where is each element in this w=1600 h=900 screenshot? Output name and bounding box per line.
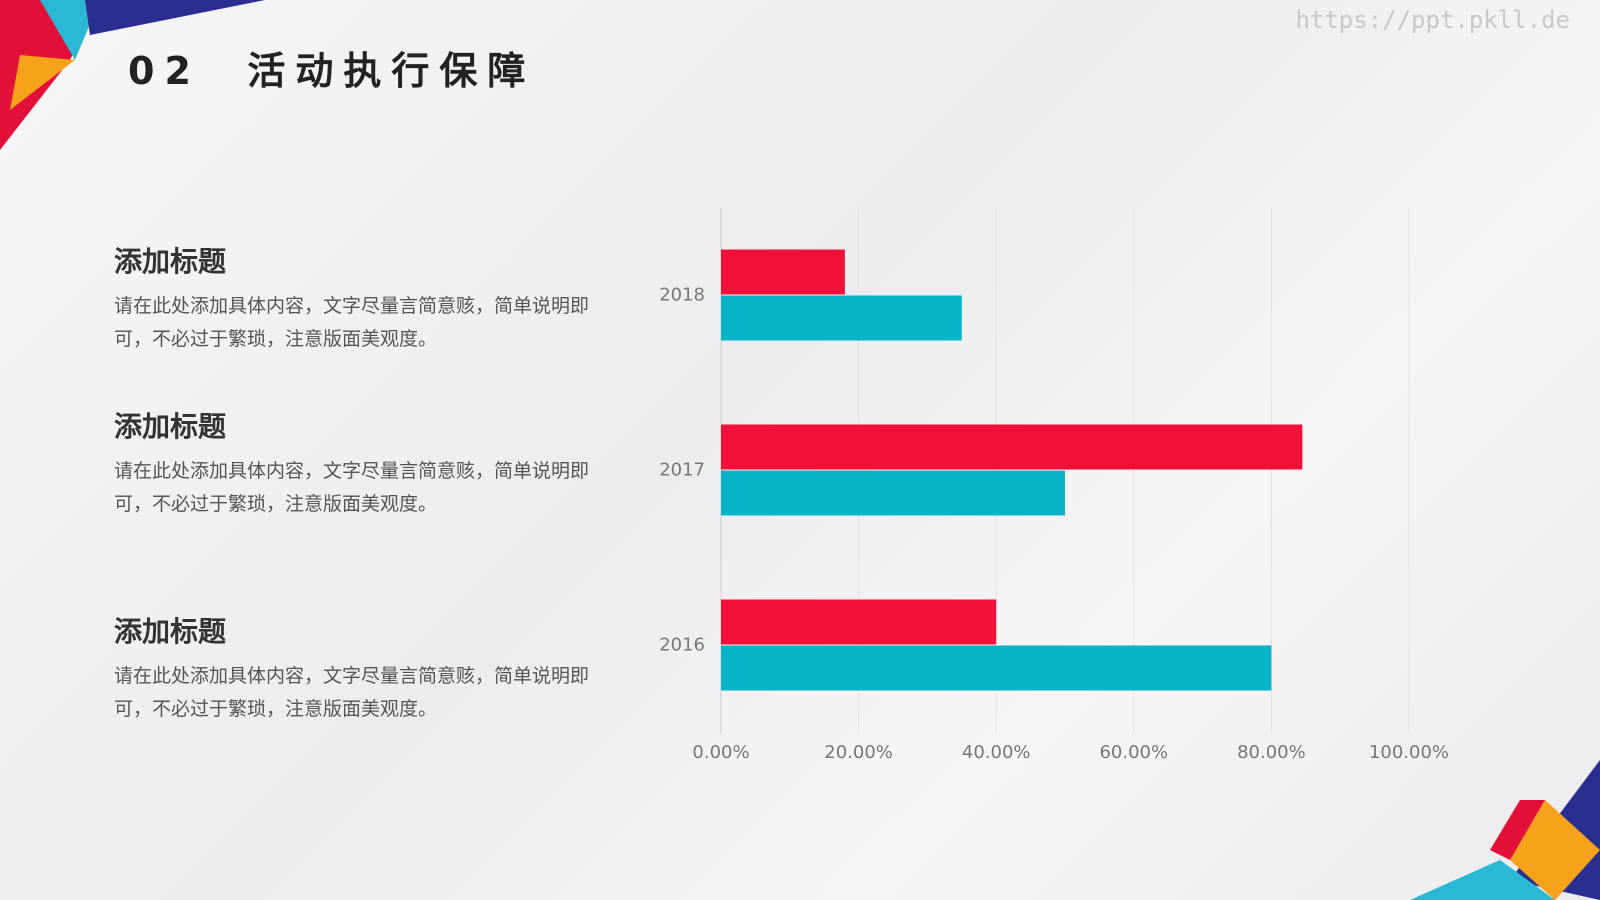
body: 请在此处添加具体内容，文字尽量言简意赅，简单说明即可，不必过于繁琐，注意版面美观…	[114, 460, 590, 515]
heading: 添加标题	[114, 245, 227, 278]
x-tick-label: 60.00%	[1099, 742, 1168, 763]
bar	[721, 424, 1303, 470]
bar	[721, 295, 962, 341]
x-tick-label: 80.00%	[1237, 742, 1306, 763]
x-tick-label: 0.00%	[692, 742, 749, 763]
title: 02 活动执行保障	[128, 49, 536, 93]
heading: 添加标题	[114, 615, 227, 648]
bar	[721, 645, 1272, 691]
bar	[721, 470, 1065, 516]
x-tick-label: 20.00%	[824, 742, 893, 763]
x-tick-label: 40.00%	[962, 742, 1031, 763]
y-tick-label: 2016	[659, 635, 705, 656]
bar	[721, 599, 997, 645]
text-block: 添加标题 请在此处添加具体内容，文字尽量言简意赅，简单说明即可，不必过于繁琐，注…	[114, 610, 614, 726]
watermark: https://ppt.pkll.de	[1295, 6, 1570, 34]
y-tick-label: 2017	[659, 460, 705, 481]
x-tick-label: 100.00%	[1369, 742, 1449, 763]
y-tick-label: 2018	[659, 285, 705, 306]
bar	[721, 249, 845, 295]
text-block: 添加标题 请在此处添加具体内容，文字尽量言简意赅，简单说明即可，不必过于繁琐，注…	[114, 405, 594, 521]
heading: 添加标题	[114, 410, 227, 443]
body: 请在此处添加具体内容，文字尽量言简意赅，简单说明即可，不必过于繁琐，注意版面美观…	[114, 295, 590, 350]
text-block: 添加标题 请在此处添加具体内容，文字尽量言简意赅，简单说明即可，不必过于繁琐，注…	[114, 240, 614, 356]
body: 请在此处添加具体内容，文字尽量言简意赅，简单说明即可，不必过于繁琐，注意版面美观…	[114, 665, 590, 720]
